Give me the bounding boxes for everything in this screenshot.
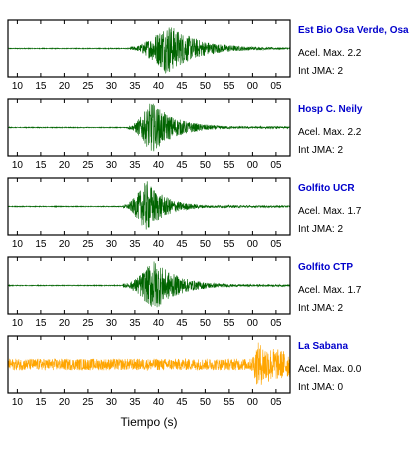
x-tick-label: 05 xyxy=(270,239,282,250)
x-tick-label: 00 xyxy=(247,318,259,329)
x-tick-label: 55 xyxy=(223,160,235,171)
x-tick-label: 15 xyxy=(35,239,47,250)
x-tick-label: 15 xyxy=(35,81,47,92)
x-tick-label: 40 xyxy=(153,318,165,329)
x-tick-label: 05 xyxy=(270,397,282,408)
station-name: Golfito UCR xyxy=(298,183,355,194)
x-tick-label: 30 xyxy=(106,397,118,408)
x-tick-label: 30 xyxy=(106,318,118,329)
x-tick-label: 00 xyxy=(247,397,259,408)
x-tick-label: 40 xyxy=(153,239,165,250)
x-tick-label: 45 xyxy=(176,160,188,171)
accel-label: Acel. Max. 1.7 xyxy=(298,285,362,296)
x-tick-label: 10 xyxy=(12,81,24,92)
accel-label: Acel. Max. 2.2 xyxy=(298,127,362,138)
x-tick-label: 15 xyxy=(35,318,47,329)
waveform-line-3 xyxy=(7,261,291,308)
accel-label: Acel. Max. 1.7 xyxy=(298,206,362,217)
x-tick-label: 50 xyxy=(200,160,212,171)
x-tick-label: 40 xyxy=(153,397,165,408)
x-tick-label: 45 xyxy=(176,81,188,92)
accel-label: Acel. Max. 0.0 xyxy=(298,364,362,375)
x-tick-label: 20 xyxy=(59,160,71,171)
panel-4: 10 15 20 25 30 35 40 45 50 55 00 05 La Sabana Acel. M… xyxy=(7,335,362,408)
x-tick-label: 45 xyxy=(176,318,188,329)
x-tick-label: 15 xyxy=(35,160,47,171)
panel-frame xyxy=(7,256,291,315)
x-tick-label: 35 xyxy=(129,397,141,408)
x-tick-label: 55 xyxy=(223,397,235,408)
x-tick-label: 35 xyxy=(129,318,141,329)
x-tick-label: 20 xyxy=(59,81,71,92)
x-tick-label: 45 xyxy=(176,397,188,408)
x-tick-label: 20 xyxy=(59,318,71,329)
jma-label: Int JMA: 2 xyxy=(298,66,343,77)
waveform-line-0 xyxy=(7,27,291,74)
x-tick-label: 40 xyxy=(153,81,165,92)
x-tick-label: 50 xyxy=(200,239,212,250)
station-name: Hosp C. Neily xyxy=(298,104,363,115)
x-tick-label: 00 xyxy=(247,81,259,92)
x-tick-label: 55 xyxy=(223,239,235,250)
x-tick-label: 20 xyxy=(59,397,71,408)
panel-frame xyxy=(7,98,291,157)
x-tick-label: 05 xyxy=(270,318,282,329)
accel-label: Acel. Max. 2.2 xyxy=(298,48,362,59)
x-axis-title: Tiempo (s) xyxy=(121,415,178,429)
station-name: Est Bio Osa Verde, Osa xyxy=(298,25,409,36)
jma-label: Int JMA: 0 xyxy=(298,382,343,393)
x-tick-label: 55 xyxy=(223,318,235,329)
x-tick-label: 45 xyxy=(176,239,188,250)
x-tick-label: 25 xyxy=(82,318,94,329)
panel-frame xyxy=(7,335,291,394)
x-tick-label: 30 xyxy=(106,160,118,171)
x-tick-label: 00 xyxy=(247,160,259,171)
x-tick-label: 25 xyxy=(82,239,94,250)
x-tick-label: 55 xyxy=(223,81,235,92)
x-tick-label: 30 xyxy=(106,81,118,92)
x-tick-label: 40 xyxy=(153,160,165,171)
x-tick-label: 10 xyxy=(12,160,24,171)
x-tick-label: 35 xyxy=(129,239,141,250)
x-tick-label: 50 xyxy=(200,81,212,92)
x-tick-label: 25 xyxy=(82,81,94,92)
waveform-line-4 xyxy=(7,342,291,385)
x-tick-label: 10 xyxy=(12,239,24,250)
panel-frame xyxy=(7,19,291,78)
jma-label: Int JMA: 2 xyxy=(298,303,343,314)
station-name: Golfito CTP xyxy=(298,262,353,273)
waveform-line-1 xyxy=(7,103,291,152)
panel-frame xyxy=(7,177,291,236)
x-tick-label: 35 xyxy=(129,160,141,171)
x-tick-label: 10 xyxy=(12,397,24,408)
panel-0: 10 15 20 25 30 35 40 45 50 55 00 05 Est Bio Osa Verd… xyxy=(7,19,409,92)
x-tick-label: 00 xyxy=(247,239,259,250)
panel-2: 10 15 20 25 30 35 40 45 50 55 00 05 Golfito UCR Acel.… xyxy=(7,177,362,250)
panel-3: 10 15 20 25 30 35 40 45 50 55 00 05 Golfito CTP Acel.… xyxy=(7,256,362,329)
x-tick-label: 25 xyxy=(82,397,94,408)
panel-1: 10 15 20 25 30 35 40 45 50 55 00 05 Hosp C. Neily Ace… xyxy=(7,98,363,171)
x-tick-label: 15 xyxy=(35,397,47,408)
x-tick-label: 05 xyxy=(270,81,282,92)
x-tick-label: 50 xyxy=(200,397,212,408)
x-tick-label: 10 xyxy=(12,318,24,329)
x-tick-label: 35 xyxy=(129,81,141,92)
waveform-line-2 xyxy=(7,181,291,230)
jma-label: Int JMA: 2 xyxy=(298,224,343,235)
x-tick-label: 25 xyxy=(82,160,94,171)
station-name: La Sabana xyxy=(298,341,348,352)
x-tick-label: 05 xyxy=(270,160,282,171)
x-tick-label: 20 xyxy=(59,239,71,250)
x-tick-label: 30 xyxy=(106,239,118,250)
x-tick-label: 50 xyxy=(200,318,212,329)
jma-label: Int JMA: 2 xyxy=(298,145,343,156)
